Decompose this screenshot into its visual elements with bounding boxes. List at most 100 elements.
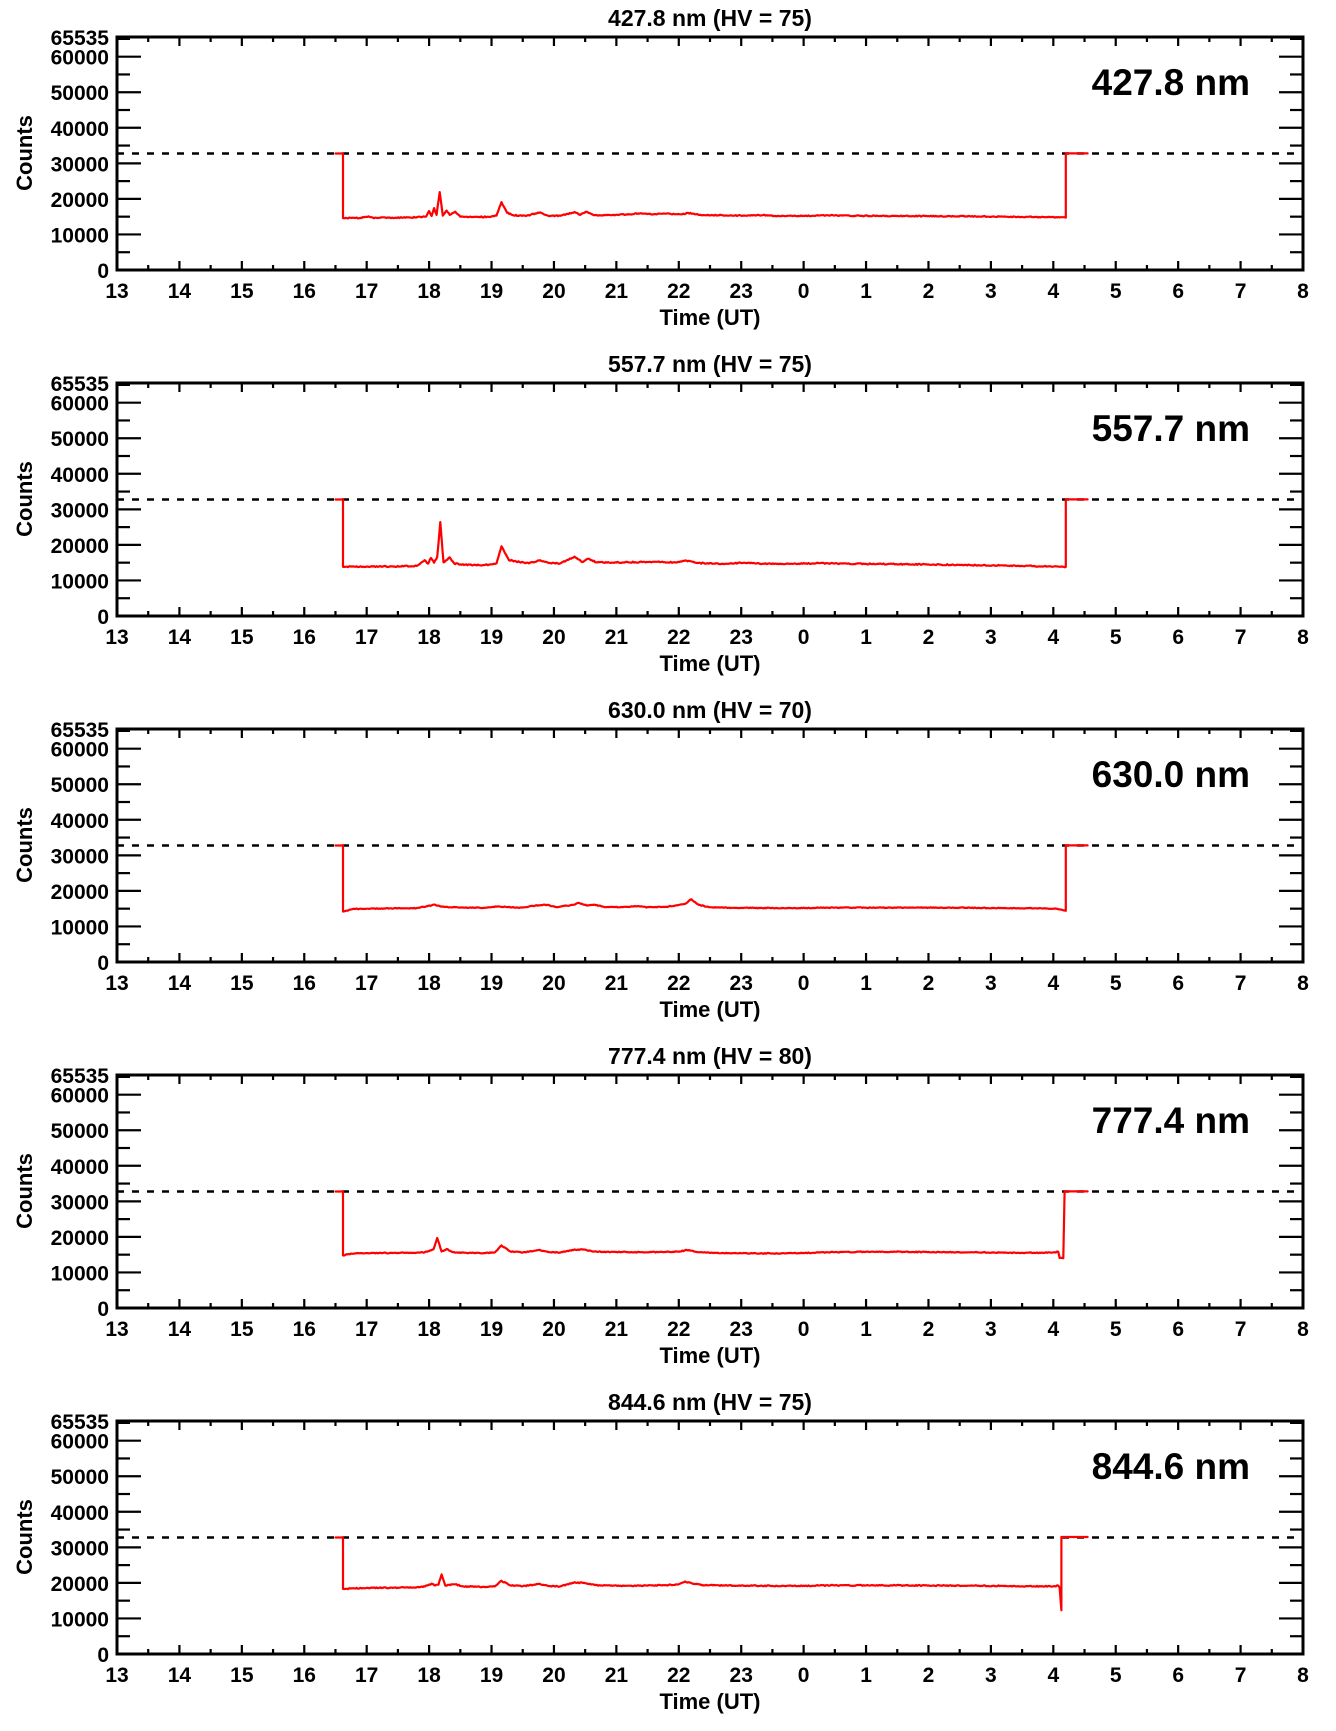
svg-text:17: 17 bbox=[355, 1664, 378, 1687]
svg-text:7: 7 bbox=[1235, 1664, 1247, 1687]
tick-labels: 13 14 15 16 17 18 19 20 21 22 23 0 1 2 3 4 5 6 7 8010000200… bbox=[51, 27, 1310, 303]
wavelength-label: 777.4 nm bbox=[1092, 1100, 1250, 1141]
svg-text:0: 0 bbox=[97, 1298, 109, 1321]
svg-text:10000: 10000 bbox=[51, 570, 109, 593]
svg-text:50000: 50000 bbox=[51, 428, 109, 451]
x-axis-title: Time (UT) bbox=[659, 1689, 760, 1714]
svg-text:8: 8 bbox=[1297, 280, 1309, 303]
svg-text:7: 7 bbox=[1235, 1318, 1247, 1341]
tick-labels: 13 14 15 16 17 18 19 20 21 22 23 0 1 2 3 4 5 6 7 8010000200… bbox=[51, 719, 1310, 995]
svg-text:40000: 40000 bbox=[51, 1156, 109, 1179]
svg-text:4: 4 bbox=[1047, 1664, 1059, 1687]
svg-text:0: 0 bbox=[798, 1664, 810, 1687]
svg-text:14: 14 bbox=[168, 280, 192, 303]
svg-text:14: 14 bbox=[168, 1318, 192, 1341]
plot-area: 13 14 15 16 17 18 19 20 21 22 23 0 1 2 3 4 5 6 7 8010000200… bbox=[51, 719, 1310, 995]
svg-text:8: 8 bbox=[1297, 626, 1309, 649]
svg-text:2: 2 bbox=[923, 1318, 935, 1341]
svg-text:4: 4 bbox=[1047, 1318, 1059, 1341]
svg-text:18: 18 bbox=[417, 972, 441, 995]
svg-text:65535: 65535 bbox=[51, 719, 110, 742]
y-axis-title: Counts bbox=[12, 461, 37, 537]
svg-text:20000: 20000 bbox=[51, 881, 109, 904]
x-axis-title: Time (UT) bbox=[659, 1343, 760, 1368]
svg-text:16: 16 bbox=[293, 972, 316, 995]
svg-text:15: 15 bbox=[230, 280, 254, 303]
svg-text:5: 5 bbox=[1110, 280, 1122, 303]
counts-trace bbox=[334, 844, 1089, 913]
y-axis-title: Counts bbox=[12, 1153, 37, 1229]
svg-text:10000: 10000 bbox=[51, 1262, 109, 1285]
plot-area: 13 14 15 16 17 18 19 20 21 22 23 0 1 2 3 4 5 6 7 8010000200… bbox=[51, 1411, 1310, 1687]
svg-text:8: 8 bbox=[1297, 1664, 1309, 1687]
svg-text:0: 0 bbox=[97, 260, 109, 283]
svg-text:20: 20 bbox=[542, 1664, 565, 1687]
svg-text:50000: 50000 bbox=[51, 1120, 109, 1143]
photometer-panel-777: 13 14 15 16 17 18 19 20 21 22 23 0 1 2 3 4 5 6 7 8 0 10000 200… bbox=[0, 1038, 1336, 1384]
wavelength-label: 630.0 nm bbox=[1092, 754, 1250, 795]
svg-text:0: 0 bbox=[798, 280, 810, 303]
axis-ticks bbox=[115, 381, 1305, 618]
svg-text:16: 16 bbox=[293, 626, 316, 649]
x-axis-title: Time (UT) bbox=[659, 305, 760, 330]
chart-svg-557: 13 14 15 16 17 18 19 20 21 22 23 0 1 2 3 4 5 6 7 8010000200… bbox=[12, 351, 1310, 676]
svg-text:1: 1 bbox=[860, 1318, 872, 1341]
svg-text:1: 1 bbox=[860, 972, 872, 995]
photometer-panel-844: 13 14 15 16 17 18 19 20 21 22 23 0 1 2 3 4 5 6 7 8 0 10000 200… bbox=[0, 1384, 1336, 1730]
svg-text:4: 4 bbox=[1047, 280, 1059, 303]
svg-text:7: 7 bbox=[1235, 626, 1247, 649]
wavelength-label: 427.8 nm bbox=[1092, 62, 1250, 103]
counts-trace bbox=[334, 152, 1089, 220]
svg-text:23: 23 bbox=[730, 1318, 753, 1341]
tick-labels: 13 14 15 16 17 18 19 20 21 22 23 0 1 2 3 4 5 6 7 8010000200… bbox=[51, 1411, 1310, 1687]
photometer-panel-557: 13 14 15 16 17 18 19 20 21 22 23 0 1 2 3 4 5 6 7 8 0 10000 200… bbox=[0, 346, 1336, 692]
svg-text:18: 18 bbox=[417, 1318, 441, 1341]
svg-text:23: 23 bbox=[730, 280, 753, 303]
svg-text:18: 18 bbox=[417, 280, 441, 303]
svg-text:30000: 30000 bbox=[51, 1191, 109, 1214]
svg-text:22: 22 bbox=[667, 280, 690, 303]
svg-text:20000: 20000 bbox=[51, 189, 109, 212]
svg-text:60000: 60000 bbox=[51, 1431, 109, 1454]
svg-text:13: 13 bbox=[105, 972, 128, 995]
counts-trace bbox=[334, 1535, 1089, 1612]
svg-text:10000: 10000 bbox=[51, 916, 109, 939]
svg-text:6: 6 bbox=[1172, 1664, 1184, 1687]
plot-area: 13 14 15 16 17 18 19 20 21 22 23 0 1 2 3 4 5 6 7 8010000200… bbox=[51, 1065, 1310, 1341]
chart-title: 777.4 nm (HV = 80) bbox=[608, 1043, 812, 1069]
y-axis-title: Counts bbox=[12, 1499, 37, 1575]
svg-text:18: 18 bbox=[417, 626, 441, 649]
svg-text:4: 4 bbox=[1047, 972, 1059, 995]
svg-text:40000: 40000 bbox=[51, 464, 109, 487]
svg-text:16: 16 bbox=[293, 1664, 316, 1687]
svg-text:2: 2 bbox=[923, 626, 935, 649]
photometer-panel-427: 13 14 15 16 17 18 19 20 21 22 23 0 1 2 3 4 5 6 7 8 0 10000 200… bbox=[0, 0, 1336, 346]
svg-text:5: 5 bbox=[1110, 1318, 1122, 1341]
counts-trace bbox=[334, 498, 1089, 569]
svg-text:17: 17 bbox=[355, 280, 378, 303]
svg-text:40000: 40000 bbox=[51, 810, 109, 833]
svg-text:1: 1 bbox=[860, 280, 872, 303]
svg-text:5: 5 bbox=[1110, 972, 1122, 995]
svg-text:40000: 40000 bbox=[51, 1502, 109, 1525]
svg-text:17: 17 bbox=[355, 972, 378, 995]
svg-text:60000: 60000 bbox=[51, 1085, 109, 1108]
svg-text:22: 22 bbox=[667, 626, 690, 649]
svg-text:15: 15 bbox=[230, 626, 254, 649]
svg-text:0: 0 bbox=[798, 1318, 810, 1341]
chart-title: 557.7 nm (HV = 75) bbox=[608, 351, 812, 377]
chart-svg-777: 13 14 15 16 17 18 19 20 21 22 23 0 1 2 3 4 5 6 7 8010000200… bbox=[12, 1043, 1310, 1368]
svg-text:30000: 30000 bbox=[51, 499, 109, 522]
svg-text:8: 8 bbox=[1297, 972, 1309, 995]
svg-text:23: 23 bbox=[730, 1664, 753, 1687]
svg-text:5: 5 bbox=[1110, 1664, 1122, 1687]
svg-text:13: 13 bbox=[105, 626, 128, 649]
y-axis-title: Counts bbox=[12, 115, 37, 191]
svg-text:0: 0 bbox=[798, 626, 810, 649]
svg-text:3: 3 bbox=[985, 972, 997, 995]
svg-text:5: 5 bbox=[1110, 626, 1122, 649]
plot-area: 13 14 15 16 17 18 19 20 21 22 23 0 1 2 3 4 5 6 7 8010000200… bbox=[51, 373, 1310, 649]
svg-text:3: 3 bbox=[985, 1664, 997, 1687]
svg-text:14: 14 bbox=[168, 626, 192, 649]
svg-text:0: 0 bbox=[798, 972, 810, 995]
